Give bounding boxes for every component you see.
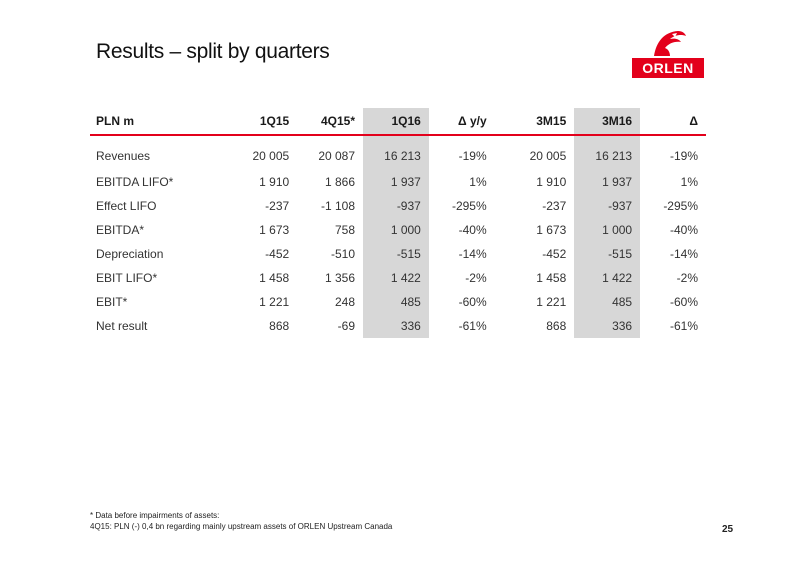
cell-3m16: 1 422 [574,266,641,290]
column-gap [494,108,509,136]
column-gap [495,266,509,290]
cell-delta: -40% [669,223,698,237]
cell-3m15: 1 673 [536,223,567,237]
cell-3m16: 1 000 [574,218,641,242]
table-row: Revenues 20 005 20 087 16 213 -19% 20 00… [90,135,706,170]
footnote-line: 4Q15: PLN (-) 0,4 bn regarding mainly up… [90,522,393,531]
cell-3m16: 485 [574,290,641,314]
row-label: Depreciation [96,247,164,261]
table-row: Effect LIFO -237 -1 108 -937 -295% -237 … [90,194,706,218]
cell-3m15: 1 221 [536,295,567,309]
cell-delta-yy: -2% [465,271,487,285]
cell-4q15: -1 108 [320,199,356,213]
cell-delta: -19% [669,149,698,163]
column-gap [495,242,509,266]
cell-delta-yy: -61% [458,319,487,333]
footnote: * Data before impairments of assets: 4Q1… [90,510,392,532]
cell-4q15: 758 [334,223,356,237]
header-1q16: 1Q16 [363,108,429,136]
cell-1q16: 1 937 [363,170,429,194]
cell-4q15: -510 [330,247,356,261]
cell-1q15: -452 [265,247,290,261]
row-label: Effect LIFO [96,199,157,213]
table-row: EBITDA* 1 673 758 1 000 -40% 1 673 1 000… [90,218,706,242]
row-label: EBIT* [96,295,128,309]
cell-delta: -2% [676,271,698,285]
eagle-head-icon [654,31,686,56]
cell-delta-yy: -40% [458,223,487,237]
cell-delta: 1% [680,175,698,189]
header-3m15: 3M15 [508,108,575,136]
cell-3m15: 1 910 [536,175,567,189]
cell-3m15: 20 005 [529,149,567,163]
header-unit: PLN m [90,108,232,136]
footnote-line: * Data before impairments of assets: [90,511,220,520]
table-row: EBITDA LIFO* 1 910 1 866 1 937 1% 1 910 … [90,170,706,194]
cell-1q15: 1 910 [259,175,290,189]
row-label: EBITDA* [96,223,145,237]
column-gap [495,314,509,338]
cell-3m15: -452 [542,247,567,261]
page-number: 25 [722,524,734,535]
header-1q15: 1Q15 [231,108,298,136]
header-delta: Δ [640,108,706,136]
cell-delta: -61% [669,319,698,333]
cell-delta-yy: -60% [458,295,487,309]
header-3m16: 3M16 [574,108,641,136]
cell-1q16: 485 [363,290,429,314]
cell-1q16: 16 213 [363,135,429,170]
cell-4q15: 1 356 [324,271,356,285]
cell-1q16: 336 [363,314,429,338]
cell-4q15: 20 087 [318,149,356,163]
row-label: Revenues [96,149,151,163]
header-4q15: 4Q15* [297,108,364,136]
cell-delta-yy: 1% [469,175,487,189]
table-header-row: PLN m 1Q15 4Q15* 1Q16 Δ y/y 3M15 3M16 Δ [90,108,706,136]
page-title: Results – split by quarters [96,40,330,63]
column-gap [495,218,509,242]
cell-3m16: 1 937 [574,170,641,194]
cell-delta-yy: -14% [458,247,487,261]
cell-3m15: 1 458 [536,271,567,285]
cell-3m16: 16 213 [574,135,641,170]
row-label: EBIT LIFO* [96,271,158,285]
cell-4q15: -69 [337,319,356,333]
cell-1q15: 1 458 [259,271,290,285]
column-gap [495,135,509,170]
cell-1q15: -237 [265,199,290,213]
cell-3m16: 336 [574,314,641,338]
cell-delta-yy: -295% [451,199,487,213]
cell-4q15: 1 866 [324,175,356,189]
row-label: Net result [96,319,148,333]
cell-delta: -14% [669,247,698,261]
cell-1q16: 1 422 [363,266,429,290]
cell-1q16: 1 000 [363,218,429,242]
cell-3m15: 868 [546,319,567,333]
table-row: EBIT* 1 221 248 485 -60% 1 221 485 -60% [90,290,706,314]
column-gap [495,170,509,194]
table-row: EBIT LIFO* 1 458 1 356 1 422 -2% 1 458 1… [90,266,706,290]
row-label: EBITDA LIFO* [96,175,174,189]
cell-1q15: 20 005 [252,149,290,163]
table-row: Net result 868 -69 336 -61% 868 336 -61% [90,314,706,338]
table-row: Depreciation -452 -510 -515 -14% -452 -5… [90,242,706,266]
results-table: PLN m 1Q15 4Q15* 1Q16 Δ y/y 3M15 3M16 Δ … [90,108,706,338]
cell-3m16: -937 [574,194,641,218]
orlen-logo: ORLEN [632,28,704,78]
cell-1q15: 1 673 [259,223,290,237]
column-gap [495,194,509,218]
cell-4q15: 248 [334,295,356,309]
cell-delta-yy: -19% [458,149,487,163]
cell-delta: -295% [663,199,698,213]
cell-1q16: -937 [363,194,429,218]
cell-3m15: -237 [542,199,567,213]
cell-1q16: -515 [363,242,429,266]
cell-1q15: 868 [269,319,290,333]
cell-delta: -60% [669,295,698,309]
header-delta-yy: Δ y/y [428,108,495,136]
column-gap [495,290,509,314]
cell-1q15: 1 221 [259,295,290,309]
cell-3m16: -515 [574,242,641,266]
logo-wordmark: ORLEN [632,58,704,78]
